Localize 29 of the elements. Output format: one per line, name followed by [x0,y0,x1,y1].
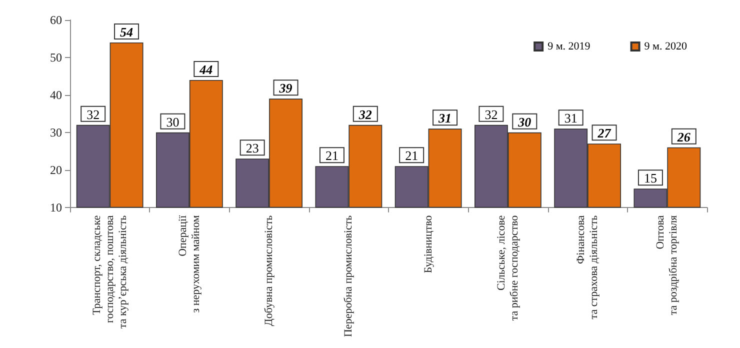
data-label: 27 [596,126,612,141]
x-tick-label: Будівництво [422,214,434,274]
data-label: 32 [484,106,498,122]
data-label: 26 [676,129,691,144]
y-tick-label: 50 [50,50,62,64]
y-tick-label: 60 [50,13,62,27]
y-tick-label: 40 [50,88,62,102]
data-label: 44 [198,62,214,77]
data-label: 54 [120,24,134,40]
data-label: 39 [278,80,293,96]
data-label: 21 [325,148,338,164]
x-tick-label: Добувна промисловість [263,215,276,326]
data-label: 21 [405,148,418,164]
data-label: 32 [358,106,372,122]
x-tick-label: Переробна промисловість [342,215,355,338]
data-label: 31 [438,110,452,126]
data-label: 30 [166,114,180,130]
data-label: 15 [644,170,657,186]
y-tick-label: 20 [50,162,62,177]
legend-label: 9 м. 2019 [548,40,591,52]
data-label: 31 [564,110,578,126]
x-tick-label: Транспорт, складське господарство, поштова та кур’єрська діяльність [90,215,129,329]
y-tick-label: 30 [50,125,62,140]
legend-label: 9 м. 2020 [644,40,688,52]
x-tick-label: Сільське, лісове та рибне господарство [495,214,520,321]
data-label: 32 [86,106,100,122]
data-label: 23 [246,140,259,156]
data-label: 30 [517,114,532,130]
y-tick-label: 10 [50,200,62,214]
